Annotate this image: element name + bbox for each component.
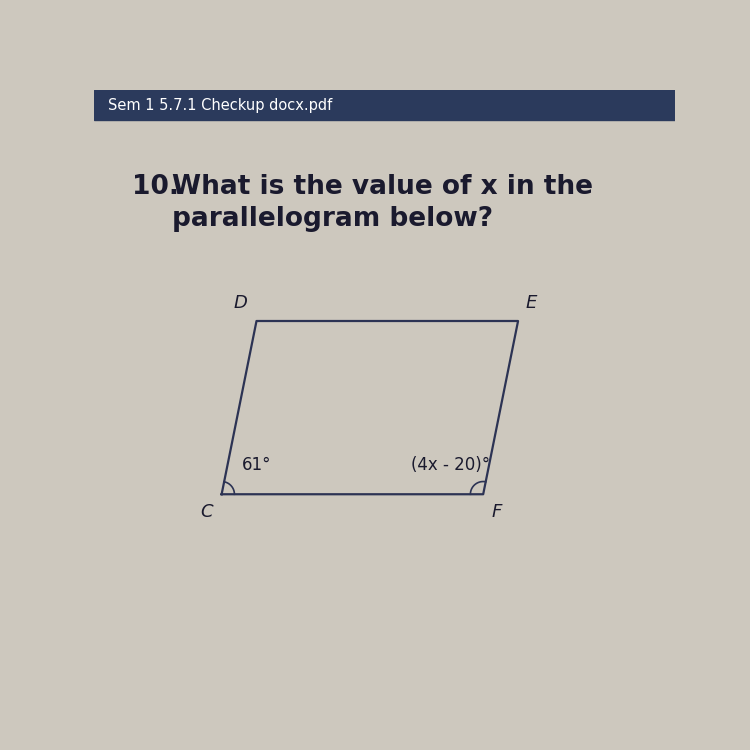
Text: Sem 1 5.7.1 Checkup docx.pdf: Sem 1 5.7.1 Checkup docx.pdf <box>108 98 332 112</box>
Text: 10.: 10. <box>131 174 178 200</box>
Text: F: F <box>492 503 502 521</box>
Text: What is the value of x in the: What is the value of x in the <box>172 174 593 200</box>
Text: D: D <box>234 294 248 312</box>
Text: 61°: 61° <box>242 456 272 474</box>
Text: (4x - 20)°: (4x - 20)° <box>410 456 490 474</box>
Text: E: E <box>525 294 536 312</box>
Text: parallelogram below?: parallelogram below? <box>172 206 494 232</box>
Bar <box>94 90 675 120</box>
Text: C: C <box>200 503 213 521</box>
